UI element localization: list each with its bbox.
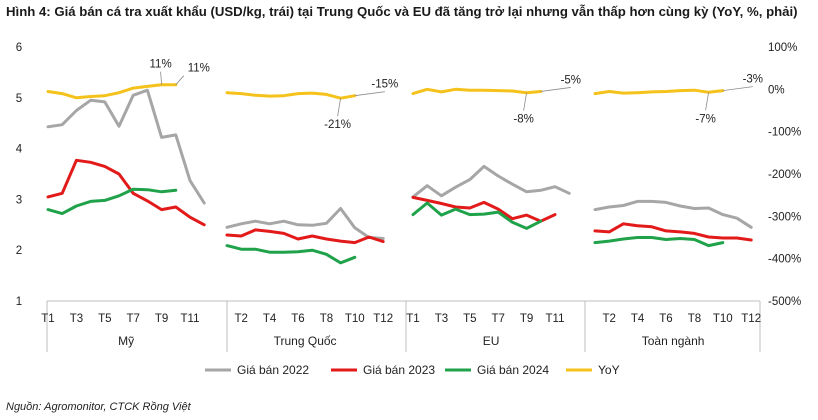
y-left-tick-label: 1 bbox=[16, 296, 22, 308]
y-right-tick-label: 0% bbox=[768, 84, 785, 96]
annotation-leader-trung-quoc bbox=[337, 98, 341, 117]
series-line-gia-ban-2024-my bbox=[46, 187, 178, 216]
annotation-leader-my bbox=[160, 71, 162, 85]
chart-source: Nguồn: Agromonitor, CTCK Rồng Việt bbox=[6, 401, 191, 413]
x-tick-label-toan-nganh: T2 bbox=[602, 313, 615, 325]
x-tick-label-my: T11 bbox=[181, 313, 200, 325]
series-line-gia-ban-2024-trung-quoc bbox=[225, 244, 357, 265]
legend-label-gia-ban-2022: Giá bán 2022 bbox=[237, 363, 309, 377]
series-line-yoy-my bbox=[46, 83, 178, 100]
series-line-yoy-toan-nganh bbox=[593, 88, 725, 96]
panel-label-my: Mỹ bbox=[118, 334, 134, 348]
data-label-eu: -5% bbox=[561, 74, 581, 86]
series-line-gia-ban-2022-eu bbox=[411, 164, 571, 199]
data-label-trung-quoc: -21% bbox=[324, 119, 351, 131]
annotation-leader-toan-nganh bbox=[722, 86, 753, 91]
series-line-yoy-eu bbox=[411, 87, 543, 96]
data-label-eu: -8% bbox=[513, 114, 533, 126]
y-right-tick-label: -200% bbox=[768, 169, 801, 181]
data-label-toan-nganh: -3% bbox=[743, 74, 763, 86]
x-tick-label-toan-nganh: T6 bbox=[659, 313, 672, 325]
series-line-gia-ban-2022-trung-quoc bbox=[225, 207, 385, 240]
x-tick-label-eu: T9 bbox=[520, 313, 533, 325]
data-label-toan-nganh: -7% bbox=[695, 113, 715, 125]
series-line-gia-ban-2022-my bbox=[46, 88, 206, 205]
x-tick-label-my: T9 bbox=[155, 313, 168, 325]
x-tick-label-trung-quoc: T4 bbox=[263, 313, 277, 325]
x-tick-label-eu: T3 bbox=[435, 313, 448, 325]
series-line-gia-ban-2023-trung-quoc bbox=[225, 228, 385, 245]
x-tick-label-toan-nganh: T12 bbox=[741, 313, 761, 325]
legend-label-gia-ban-2024: Giá bán 2024 bbox=[477, 363, 549, 377]
y-left-tick-label: 3 bbox=[16, 194, 22, 206]
legend-label-yoy: YoY bbox=[598, 363, 620, 377]
data-label-trung-quoc: -15% bbox=[371, 79, 398, 91]
panel-label-trung-quoc: Trung Quốc bbox=[274, 334, 337, 348]
y-right-tick-label: -300% bbox=[768, 211, 801, 223]
x-tick-label-toan-nganh: T4 bbox=[631, 313, 645, 325]
annotation-leader-eu bbox=[540, 87, 571, 92]
x-tick-label-trung-quoc: T2 bbox=[234, 313, 247, 325]
panel-label-eu: EU bbox=[483, 334, 500, 348]
x-tick-label-my: T7 bbox=[126, 313, 139, 325]
y-left-tick-label: 4 bbox=[16, 144, 23, 156]
panel-label-toan-nganh: Toàn ngành bbox=[642, 334, 705, 348]
x-tick-label-trung-quoc: T10 bbox=[345, 313, 365, 325]
x-tick-label-eu: T7 bbox=[491, 313, 504, 325]
x-tick-label-toan-nganh: T8 bbox=[688, 313, 701, 325]
y-left-tick-label: 5 bbox=[16, 93, 22, 105]
x-tick-label-eu: T11 bbox=[546, 313, 565, 325]
y-right-tick-label: 100% bbox=[768, 42, 797, 54]
y-left-tick-label: 6 bbox=[16, 42, 22, 54]
annotation-leader-my bbox=[175, 75, 185, 85]
annotation-leader-toan-nganh bbox=[705, 92, 709, 111]
annotation-leader-eu bbox=[523, 92, 527, 111]
data-label-my: 11% bbox=[188, 63, 210, 75]
series-line-gia-ban-2024-toan-nganh bbox=[593, 236, 725, 248]
series-line-gia-ban-2022-toan-nganh bbox=[593, 199, 753, 229]
x-tick-label-trung-quoc: T6 bbox=[291, 313, 304, 325]
x-tick-label-eu: T5 bbox=[463, 313, 476, 325]
series-line-yoy-trung-quoc bbox=[225, 91, 357, 100]
chart-title: Hình 4: Giá bán cá tra xuất khẩu (USD/kg… bbox=[6, 4, 798, 19]
x-tick-label-my: T3 bbox=[70, 313, 83, 325]
series-line-gia-ban-2023-toan-nganh bbox=[593, 222, 753, 242]
y-right-tick-label: -400% bbox=[768, 254, 801, 266]
x-tick-label-my: T5 bbox=[98, 313, 111, 325]
x-tick-label-toan-nganh: T10 bbox=[713, 313, 733, 325]
series-line-gia-ban-2023-my bbox=[46, 158, 206, 227]
y-right-tick-label: -100% bbox=[768, 127, 801, 139]
y-right-tick-label: -500% bbox=[768, 296, 801, 308]
annotation-leader-trung-quoc bbox=[354, 91, 385, 97]
series-line-gia-ban-2023-eu bbox=[411, 195, 557, 223]
y-left-tick-label: 2 bbox=[16, 245, 22, 257]
data-label-my: 11% bbox=[150, 59, 172, 71]
x-tick-label-eu: T1 bbox=[406, 313, 419, 325]
x-tick-label-my: T1 bbox=[41, 313, 54, 325]
legend-label-gia-ban-2023: Giá bán 2023 bbox=[363, 363, 435, 377]
x-tick-label-trung-quoc: T8 bbox=[320, 313, 333, 325]
x-tick-label-trung-quoc: T12 bbox=[373, 313, 393, 325]
series-line-gia-ban-2024-eu bbox=[411, 201, 543, 230]
